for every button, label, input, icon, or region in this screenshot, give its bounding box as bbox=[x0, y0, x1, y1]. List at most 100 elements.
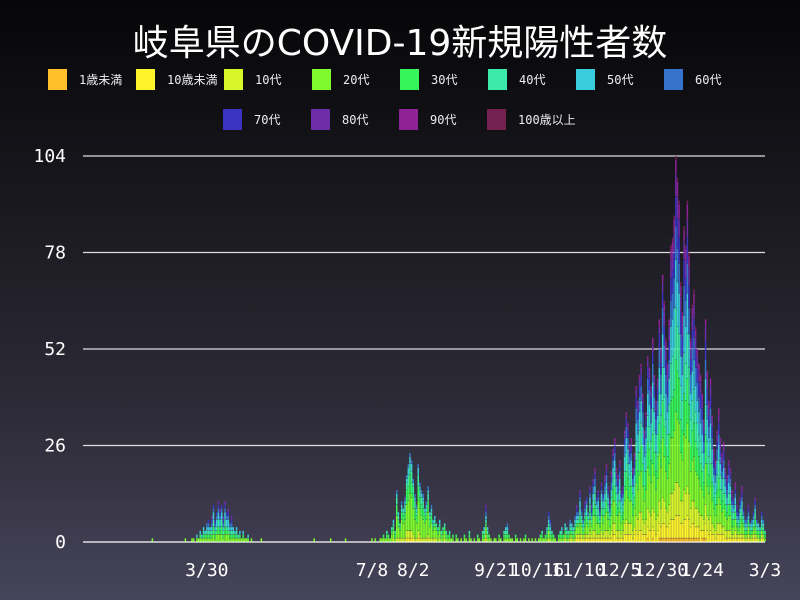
bar-segment bbox=[374, 538, 377, 542]
bar-segment bbox=[197, 538, 200, 542]
bar-segment bbox=[557, 538, 560, 542]
bar-segment bbox=[691, 308, 694, 316]
bar-segment bbox=[245, 538, 248, 542]
bar-segment bbox=[577, 534, 580, 538]
bar-segment bbox=[617, 538, 619, 542]
bar-segment bbox=[653, 475, 656, 512]
bar-segment bbox=[668, 326, 670, 342]
bar-segment bbox=[247, 538, 249, 542]
bar-segment bbox=[505, 530, 507, 535]
bar-segment bbox=[643, 523, 646, 535]
bar-segment bbox=[211, 530, 213, 535]
bar-segment bbox=[424, 516, 426, 524]
bar-segment bbox=[590, 527, 593, 535]
bar-segment bbox=[719, 441, 722, 449]
bar-segment bbox=[668, 341, 670, 360]
bar-segment bbox=[551, 538, 553, 542]
bar-segment bbox=[671, 438, 674, 494]
bar-segment bbox=[660, 508, 662, 527]
bar-segment bbox=[604, 493, 606, 501]
bar-segment bbox=[448, 534, 451, 538]
bar-segment bbox=[470, 538, 472, 542]
bar-segment bbox=[663, 311, 666, 327]
bar-segment bbox=[651, 508, 654, 527]
bar-segment bbox=[590, 538, 593, 542]
bar-segment bbox=[711, 501, 713, 524]
bar-segment bbox=[602, 534, 604, 538]
bar-segment bbox=[704, 523, 707, 538]
bar-segment bbox=[585, 523, 588, 535]
bar-segment bbox=[713, 486, 715, 498]
bar-segment bbox=[414, 493, 416, 498]
bar-segment bbox=[604, 530, 606, 538]
bar-segment bbox=[713, 452, 715, 460]
bar-segment bbox=[741, 501, 743, 509]
legend-item: 10代 bbox=[224, 69, 312, 90]
bar-segment bbox=[689, 393, 692, 420]
bar-segment bbox=[708, 456, 710, 475]
bar-segment bbox=[547, 516, 550, 520]
bar-segment bbox=[668, 464, 670, 505]
bar-segment bbox=[620, 508, 623, 516]
bar-segment bbox=[656, 400, 659, 416]
bar-segment bbox=[650, 408, 652, 423]
bar-segment bbox=[623, 471, 626, 486]
bar-segment bbox=[701, 530, 703, 538]
bar-segment bbox=[587, 527, 590, 535]
bar-segment bbox=[386, 530, 388, 535]
bar-segment bbox=[703, 423, 705, 431]
bar-segment bbox=[660, 374, 662, 394]
x-tick-label: 12/30 bbox=[634, 560, 688, 581]
bar-segment bbox=[727, 504, 730, 516]
bar-segment bbox=[706, 441, 708, 464]
bar-segment bbox=[604, 508, 606, 516]
bar-segment bbox=[744, 523, 746, 527]
bar-segment bbox=[689, 445, 692, 472]
legend-item: 80代 bbox=[311, 109, 399, 130]
bar-segment bbox=[709, 378, 712, 386]
bar-segment bbox=[609, 501, 611, 505]
bar-segment bbox=[584, 512, 586, 516]
bar-segment bbox=[708, 493, 710, 520]
legend-swatch bbox=[311, 109, 330, 130]
bar-segment bbox=[721, 478, 723, 490]
bar-segment bbox=[528, 538, 530, 542]
bar-segment bbox=[394, 538, 396, 542]
bar-segment bbox=[547, 538, 550, 542]
bar-segment bbox=[706, 530, 708, 542]
legend-swatch bbox=[399, 109, 418, 130]
bar-segment bbox=[481, 530, 484, 535]
bar-segment bbox=[579, 534, 581, 538]
bar-segment bbox=[658, 349, 661, 368]
bar-segment bbox=[562, 534, 565, 538]
bar-segment bbox=[407, 475, 410, 486]
bar-segment bbox=[589, 519, 591, 531]
bar-segment bbox=[658, 326, 661, 334]
bar-segment bbox=[684, 278, 687, 301]
bar-segment bbox=[665, 471, 667, 509]
bar-segment bbox=[582, 530, 585, 535]
bar-segment bbox=[618, 530, 621, 538]
bar-segment bbox=[587, 512, 590, 516]
bar-segment bbox=[564, 530, 566, 535]
bar-segment bbox=[701, 471, 703, 490]
bar-segment bbox=[212, 527, 215, 535]
bar-segment bbox=[688, 538, 690, 542]
bar-segment bbox=[650, 423, 652, 442]
bar-segment bbox=[693, 337, 695, 360]
bar-segment bbox=[732, 519, 735, 527]
x-tick-label: 11/10 bbox=[551, 560, 605, 581]
bar-segment bbox=[661, 282, 664, 293]
bar-segment bbox=[429, 516, 431, 520]
bar-segment bbox=[630, 534, 632, 542]
bar-segment bbox=[566, 538, 568, 542]
bar-segment bbox=[612, 534, 614, 542]
bar-segment bbox=[691, 523, 694, 538]
bar-segment bbox=[610, 490, 613, 498]
bar-segment bbox=[584, 519, 586, 527]
bar-segment bbox=[605, 501, 608, 512]
bar-segment bbox=[592, 493, 595, 501]
bar-segment bbox=[429, 512, 431, 516]
bar-segment bbox=[665, 393, 667, 420]
bar-segment bbox=[589, 490, 591, 494]
